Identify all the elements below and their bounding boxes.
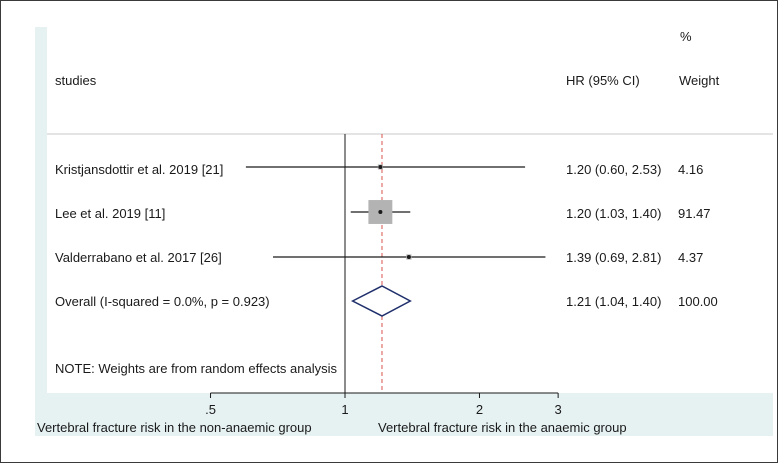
header-weight-percent: % xyxy=(680,29,692,44)
axis-panel xyxy=(35,393,773,436)
study-row: Kristjansdottir et al. 2019 [21] 1.20 (0… xyxy=(55,162,703,177)
study-label: Kristjansdottir et al. 2019 [21] xyxy=(55,162,223,177)
overall-diamond xyxy=(350,285,412,317)
study-weight: 4.37 xyxy=(678,250,703,265)
overall-hr-ci: 1.21 (1.04, 1.40) xyxy=(566,294,661,309)
x-axis-label-left: Vertebral fracture risk in the non-anaem… xyxy=(37,420,312,435)
study-label: Lee et al. 2019 [11] xyxy=(55,206,165,221)
x-axis-tick-label: .5 xyxy=(205,402,216,417)
study-hr-ci: 1.39 (0.69, 2.81) xyxy=(566,250,661,265)
study-label: Valderrabano et al. 2017 [26] xyxy=(55,250,222,265)
study-row: Valderrabano et al. 2017 [26] 1.39 (0.69… xyxy=(55,250,703,265)
x-axis: .5 1 2 3 xyxy=(205,392,562,417)
overall-row: Overall (I-squared = 0.0%, p = 0.923) 1.… xyxy=(55,285,718,317)
study-hr-ci: 1.20 (1.03, 1.40) xyxy=(566,206,661,221)
point-estimate xyxy=(378,210,383,214)
weights-note: NOTE: Weights are from random effects an… xyxy=(55,361,338,376)
header-weight: Weight xyxy=(679,73,720,88)
header-hr-ci: HR (95% CI) xyxy=(566,73,640,88)
study-weight: 4.16 xyxy=(678,162,703,177)
point-estimate xyxy=(378,165,383,169)
x-axis-tick-label: 3 xyxy=(555,402,562,417)
study-row: Lee et al. 2019 [11] 1.20 (1.03, 1.40) 9… xyxy=(55,200,711,224)
plot-area xyxy=(47,27,773,393)
left-panel-strip xyxy=(35,27,47,393)
x-axis-tick-label: 1 xyxy=(341,402,348,417)
point-estimate xyxy=(406,255,411,259)
header-studies: studies xyxy=(55,73,97,88)
x-axis-tick-label: 2 xyxy=(476,402,483,417)
study-weight: 91.47 xyxy=(678,206,711,221)
x-axis-label-right: Vertebral fracture risk in the anaemic g… xyxy=(378,420,627,435)
overall-weight: 100.00 xyxy=(678,294,718,309)
overall-label: Overall (I-squared = 0.0%, p = 0.923) xyxy=(55,294,270,309)
study-hr-ci: 1.20 (0.60, 2.53) xyxy=(566,162,661,177)
